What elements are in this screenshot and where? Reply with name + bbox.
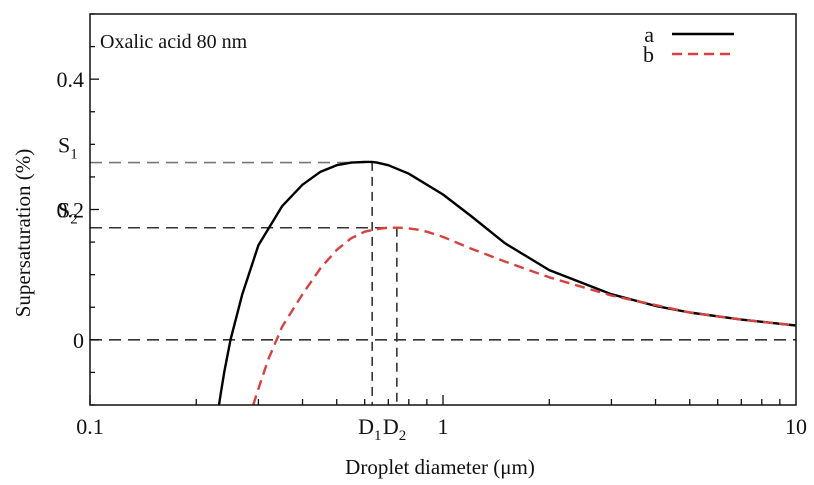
y-axis-title: Supersaturation (%) (11, 149, 35, 318)
legend-label-a: a (644, 22, 654, 47)
ref-label-subscript: 2 (70, 212, 78, 228)
x-tick-label: 1 (438, 414, 449, 439)
ref-label-D2: D2 (383, 414, 406, 444)
ref-label-S1: S1 (58, 133, 78, 163)
y-tick-label: 0.4 (57, 67, 85, 92)
ref-label-subscript: 1 (374, 428, 382, 444)
x-axis-title: Droplet diameter (μm) (345, 455, 535, 479)
series-lines (217, 160, 796, 405)
reference-lines (90, 161, 796, 405)
legend: ab (643, 22, 734, 67)
x-tick-label: 10 (785, 414, 807, 439)
axis-ticks (89, 13, 781, 406)
ref-label-subscript: 2 (399, 428, 407, 444)
y-tick-label: 0.2 (57, 198, 85, 223)
series-b-line (252, 226, 796, 405)
chart-annotation: Oxalic acid 80 nm (100, 31, 248, 53)
legend-label-b: b (643, 42, 654, 67)
series-a-line (217, 160, 796, 405)
y-tick-label: 0 (73, 328, 84, 353)
ref-label-D1: D1 (358, 414, 381, 444)
plot-area-frame (89, 13, 797, 406)
ref-label-subscript: 1 (70, 147, 78, 163)
x-tick-label: 0.1 (76, 414, 104, 439)
